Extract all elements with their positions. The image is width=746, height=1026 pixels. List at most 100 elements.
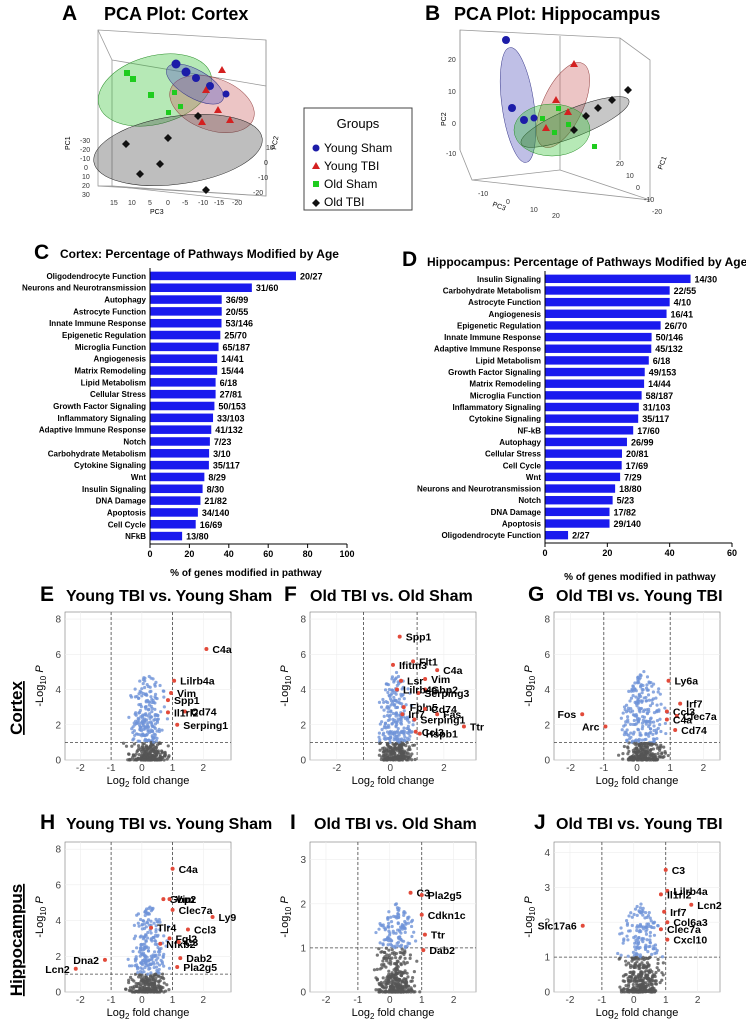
volcano-labeled-gene-point: [175, 722, 180, 727]
bar-value-label: 31/60: [256, 283, 279, 293]
volcano-labeled-gene-point: [399, 678, 404, 683]
volcano-gene-point: [385, 976, 389, 980]
volcano-gene-point: [412, 930, 416, 934]
volcano-gene-point: [407, 715, 411, 719]
volcano-ytick-label: 8: [55, 615, 61, 626]
volcano-gene-point: [634, 940, 638, 944]
volcano-gene-point: [136, 990, 140, 994]
volcano-gene-point: [392, 738, 396, 742]
volcano-gene-point: [651, 947, 655, 951]
bar: [150, 271, 296, 281]
volcano-gene-point: [154, 739, 158, 743]
volcano-gene-point: [397, 731, 401, 735]
volcano-gene-point: [627, 990, 631, 994]
volcano-gene-label: Vim: [431, 674, 450, 686]
volcano-gene-point: [638, 731, 642, 735]
volcano-gene-point: [151, 744, 156, 748]
volcano-gene-point: [153, 981, 157, 985]
volcano-gene-label: C4a: [179, 864, 198, 876]
volcano-labeled-gene-point: [178, 956, 183, 961]
volcano-gene-point: [384, 726, 388, 730]
volcano-gene-point: [388, 745, 393, 749]
pca-axis-label-pc1-hippocampus: PC1: [657, 155, 668, 170]
volcano-gene-point: [659, 702, 663, 706]
volcano-gene-point: [156, 713, 160, 718]
volcano-labeled-gene-point: [665, 920, 670, 925]
volcano-ytick-label: 0: [55, 756, 61, 767]
volcano-gene-point: [630, 915, 634, 919]
volcano-xtick-label: 0: [139, 763, 145, 774]
volcano-labeled-gene-point: [170, 866, 175, 871]
volcano-xlabel-subscript: 2: [614, 1012, 619, 1021]
bar-title-c: Cortex: Percentage of Pathways Modified …: [60, 247, 339, 261]
volcano-gene-point: [653, 989, 657, 993]
bar-category-label: Lipid Metabolism: [476, 356, 541, 365]
volcano-gene-point: [382, 714, 386, 718]
volcano-labeled-gene-point: [666, 678, 671, 683]
volcano-gene-point: [378, 941, 382, 945]
volcano-gene-point: [167, 966, 172, 970]
volcano-gene-label: Dab2: [429, 945, 455, 957]
bar-value-label: 53/146: [226, 319, 254, 329]
volcano-gene-point: [132, 937, 136, 941]
bar-value-label: 8/30: [207, 484, 225, 494]
volcano-gene-point: [157, 953, 162, 957]
volcano-gene-point: [660, 978, 664, 982]
bar-value-label: 35/117: [642, 414, 669, 424]
volcano-gene-point: [139, 715, 143, 719]
bar: [150, 378, 216, 387]
volcano-gene-point: [663, 750, 667, 754]
volcano-gene-point: [635, 945, 640, 949]
bar-category-label: Carbohydrate Metabolism: [48, 449, 146, 458]
volcano-gene-point: [631, 957, 635, 961]
volcano-gene-point: [645, 720, 649, 724]
volcano-gene-point: [131, 725, 135, 729]
volcano-gene-point: [653, 979, 657, 983]
volcano-gene-point: [653, 973, 657, 977]
legend-label-young-sham: Young Sham: [324, 141, 392, 155]
volcano-gene-point: [396, 978, 401, 982]
bar-value-label: 41/132: [215, 425, 243, 435]
volcano-gene-point: [402, 743, 406, 747]
bar-axis-tick-label: 60: [263, 549, 273, 559]
volcano-gene-point: [163, 754, 167, 758]
volcano-gene-point: [136, 716, 140, 720]
bar-category-label: Innate Immune Response: [444, 333, 541, 342]
volcano-gene-point: [144, 712, 148, 716]
volcano-gene-point: [151, 977, 155, 981]
volcano-ytick-label: 4: [544, 685, 550, 696]
volcano-gene-point: [621, 751, 625, 756]
volcano-gene-point: [403, 969, 407, 973]
volcano-gene-point: [636, 727, 640, 731]
volcano-gene-point: [155, 743, 160, 747]
volcano-gene-point: [635, 925, 639, 929]
bar-category-label: Apoptosis: [502, 520, 542, 529]
bar: [545, 286, 670, 295]
volcano-gene-point: [622, 987, 626, 991]
volcano-gene-point: [147, 980, 151, 985]
volcano-gene-point: [394, 698, 398, 703]
bar-category-label: Autophagy: [499, 438, 541, 447]
volcano-labeled-gene-point: [435, 668, 440, 673]
volcano-gene-point: [659, 729, 663, 734]
bar: [150, 354, 218, 363]
volcano-gene-point: [622, 744, 626, 749]
bar: [545, 414, 639, 423]
volcano-gene-point: [642, 708, 647, 712]
volcano-labeled-gene-point: [412, 717, 417, 722]
volcano-gene-point: [379, 757, 383, 762]
volcano-ylabel-rest: P: [523, 665, 535, 676]
volcano-gene-point: [149, 971, 153, 975]
volcano-xlabel-rest: fold change: [374, 775, 434, 787]
bar-chart-d: D Hippocampus: Percentage of Pathways Mo…: [402, 248, 746, 583]
bar-category-label: Cytokine Signaling: [469, 415, 541, 424]
bar-category-label: Angiogenesis: [94, 355, 147, 364]
volcano-gene-point: [372, 968, 377, 972]
pca-axis-label-pc3-hippocampus: PC3: [491, 201, 506, 212]
volcano-gene-point: [625, 739, 629, 743]
volcano-ylabel-rest: P: [279, 665, 291, 676]
volcano-gene-point: [399, 963, 403, 967]
volcano-gene-point: [158, 683, 162, 688]
volcano-gene-point: [388, 933, 392, 937]
volcano-gene-point: [656, 690, 660, 694]
